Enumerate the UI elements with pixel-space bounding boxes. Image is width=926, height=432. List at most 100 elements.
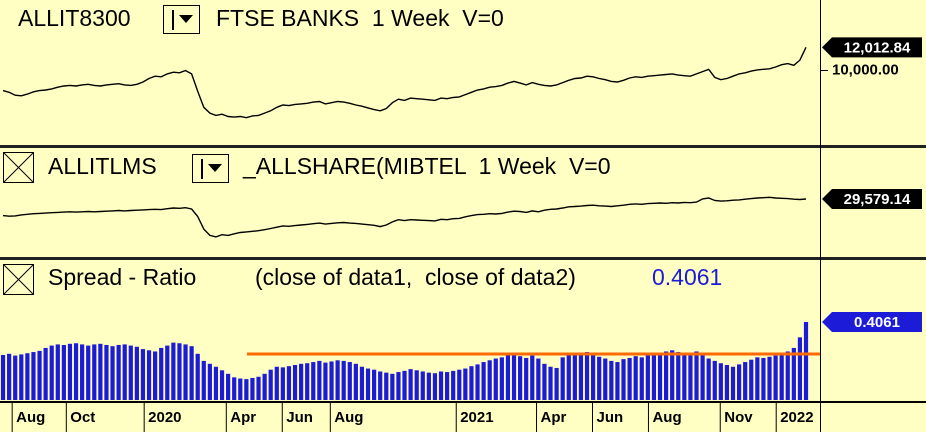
bar [791,347,796,400]
last-value-box [822,37,922,58]
bar [615,362,620,400]
bar [207,363,212,400]
bar [524,357,529,400]
bar [402,370,407,400]
symbol: ALLIT8300 [18,5,131,31]
bar [311,362,316,400]
bar [755,357,760,400]
bar [372,369,377,400]
bar [159,347,164,400]
bar [317,360,322,400]
dropdown[interactable] [192,154,229,183]
x-tick-label: Nov [724,409,753,426]
bar [633,356,638,400]
bar [292,365,298,400]
bar [110,346,115,400]
bar [536,358,541,400]
bar [700,355,705,400]
bar [359,366,365,400]
bar [378,371,383,400]
bar [657,352,663,400]
bar [761,357,766,400]
price-line [2,46,807,119]
x-axis-line [0,401,926,403]
bar [171,342,176,400]
bar [548,366,553,400]
bar [797,337,803,400]
bar [475,364,480,400]
bar [706,358,711,400]
bar [542,363,547,400]
bar [469,366,474,400]
symbol: ALLITLMS [48,153,157,179]
bar [25,353,30,400]
x-tick-label: 2021 [460,409,493,426]
x-tick-label: Jun [596,409,623,426]
last-value-box [822,312,922,332]
bar [554,367,559,400]
x-tick-label: Apr [230,409,256,426]
bar [305,363,310,400]
bar [0,355,6,400]
bar [189,346,194,400]
bar [262,373,267,400]
bar [43,347,48,400]
bar [92,344,97,400]
bar [335,360,340,400]
pane-title: _ALLSHARE(MIBTEL 1 Week V=0 [242,153,611,179]
bar [560,357,565,400]
last-value-label: 29,579.14 [844,191,911,208]
bar [481,362,486,400]
bar [347,362,352,400]
bar [329,361,334,400]
bar [572,353,577,400]
bar [457,369,462,400]
bar [195,353,200,400]
pane-divider [0,145,926,148]
pane-subtitle: (close of data1, close of data2) [255,264,576,290]
bar [232,377,237,400]
bar [61,345,66,400]
bar [323,362,328,400]
bar [98,343,103,400]
bar [432,373,438,400]
bar [80,344,85,400]
bar [37,350,42,400]
bar [743,362,748,400]
bar [286,366,292,400]
bar [712,360,717,400]
bar [55,344,60,400]
bar [724,365,730,400]
bar [31,352,36,400]
close-box[interactable] [3,152,34,183]
x-tick-label: Apr [541,409,567,426]
bar [183,344,188,400]
bar [420,371,425,400]
bar [280,367,285,400]
bar [414,370,419,400]
bar [785,351,790,400]
bar [694,351,699,400]
bar [226,373,231,400]
bar [13,355,18,400]
bar [408,369,413,400]
bar [67,343,73,400]
bar [670,350,675,400]
bar [688,354,693,400]
current-value: 0.4061 [652,264,722,290]
close-box[interactable] [3,264,34,295]
bar [609,360,614,400]
bar [426,372,431,400]
bar [451,370,456,400]
last-value-label: 12,012.84 [844,39,911,56]
x-tick-label: Oct [70,409,95,426]
bar [578,353,584,400]
bar [779,353,784,400]
bar [299,363,304,400]
dropdown[interactable] [163,5,200,34]
bar [86,345,91,400]
x-tick-label: Aug [652,409,681,426]
bar [165,345,170,400]
bar [438,371,444,400]
x-tick-label: Aug [334,409,363,426]
